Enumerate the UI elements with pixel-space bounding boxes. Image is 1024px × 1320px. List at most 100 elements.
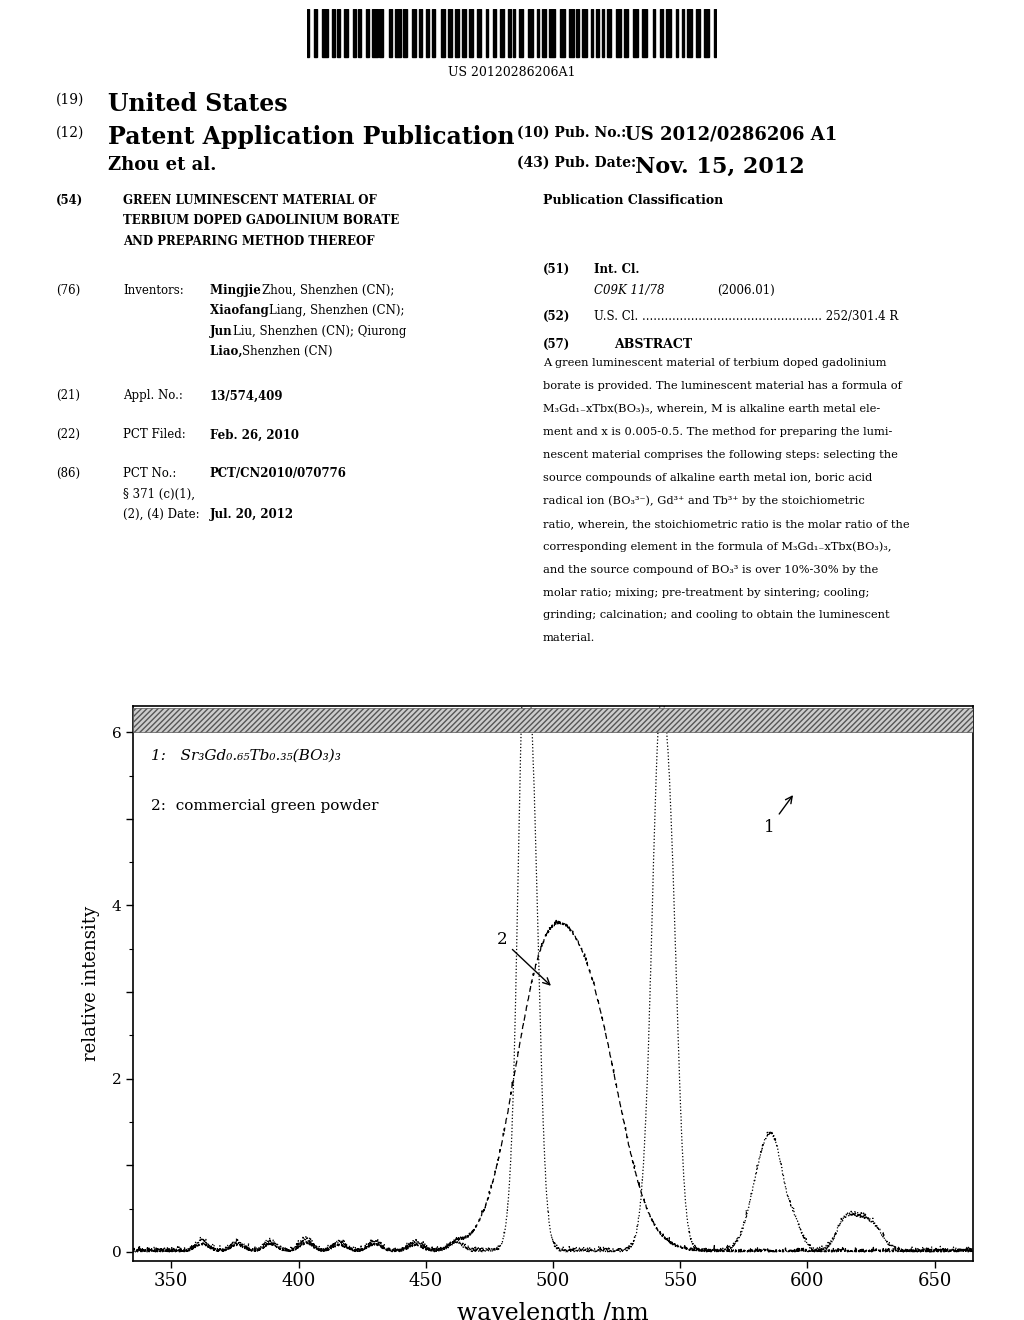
Bar	[560, 9, 565, 57]
Bar	[500, 9, 504, 57]
Bar	[455, 9, 459, 57]
Text: C09K 11/78: C09K 11/78	[594, 284, 665, 297]
Bar	[538, 9, 540, 57]
Text: (76): (76)	[56, 284, 81, 297]
Bar	[543, 9, 547, 57]
Text: Nov. 15, 2012: Nov. 15, 2012	[635, 156, 805, 178]
Text: Feb. 26, 2010: Feb. 26, 2010	[210, 429, 299, 441]
Text: (2006.01): (2006.01)	[717, 284, 774, 297]
Text: 2:  commercial green powder: 2: commercial green powder	[151, 799, 379, 813]
Text: nescent material comprises the following steps: selecting the: nescent material comprises the following…	[543, 450, 898, 461]
Bar	[485, 9, 488, 57]
Bar	[337, 9, 340, 57]
Bar	[358, 9, 360, 57]
Text: 1: 1	[764, 796, 793, 836]
Text: (86): (86)	[56, 467, 81, 480]
Bar	[133, 708, 973, 733]
Bar	[602, 9, 604, 57]
Text: Patent Application Publication: Patent Application Publication	[108, 125, 514, 149]
Text: source compounds of alkaline earth metal ion, boric acid: source compounds of alkaline earth metal…	[543, 473, 872, 483]
Bar	[314, 9, 317, 57]
Bar	[372, 9, 378, 57]
Text: radical ion (BO₃³⁻), Gd³⁺ and Tb³⁺ by the stoichiometric: radical ion (BO₃³⁻), Gd³⁺ and Tb³⁺ by th…	[543, 496, 864, 507]
Bar	[403, 9, 407, 57]
Text: Xiaofang: Xiaofang	[210, 305, 272, 317]
Bar	[395, 9, 400, 57]
Text: (54): (54)	[56, 194, 84, 207]
Bar	[519, 9, 523, 57]
Text: Inventors:: Inventors:	[123, 284, 183, 297]
Text: AND PREPARING METHOD THEREOF: AND PREPARING METHOD THEREOF	[123, 235, 375, 248]
Text: U.S. Cl. ................................................ 252/301.4 R: U.S. Cl. ...............................…	[594, 310, 898, 322]
Bar	[591, 9, 593, 57]
Text: corresponding element in the formula of M₃Gd₁₋xTbx(BO₃)₃,: corresponding element in the formula of …	[543, 541, 891, 552]
Text: (51): (51)	[543, 263, 570, 276]
Bar	[508, 9, 511, 57]
Bar	[705, 9, 710, 57]
Bar	[615, 9, 621, 57]
Text: ABSTRACT: ABSTRACT	[614, 338, 692, 351]
Bar	[667, 9, 671, 57]
Text: (12): (12)	[56, 125, 85, 140]
Text: (21): (21)	[56, 389, 80, 403]
Text: borate is provided. The luminescent material has a formula of: borate is provided. The luminescent mate…	[543, 381, 901, 391]
Text: molar ratio; mixing; pre-treatment by sintering; cooling;: molar ratio; mixing; pre-treatment by si…	[543, 587, 869, 598]
Bar	[568, 9, 573, 57]
Text: US 20120286206A1: US 20120286206A1	[449, 66, 575, 79]
Bar	[513, 9, 515, 57]
Text: Liao,: Liao,	[210, 346, 247, 358]
Bar	[380, 9, 384, 57]
Text: Jul. 20, 2012: Jul. 20, 2012	[210, 508, 294, 521]
Text: 1:   Sr₃Gd₀.₆₅Tb₀.₃₅(BO₃)₃: 1: Sr₃Gd₀.₆₅Tb₀.₃₅(BO₃)₃	[151, 748, 341, 763]
Text: ratio, wherein, the stoichiometric ratio is the molar ratio of the: ratio, wherein, the stoichiometric ratio…	[543, 519, 909, 529]
Text: TERBIUM DOPED GADOLINIUM BORATE: TERBIUM DOPED GADOLINIUM BORATE	[123, 214, 399, 227]
Bar	[642, 9, 647, 57]
Bar	[607, 9, 611, 57]
Bar	[469, 9, 473, 57]
Bar	[432, 9, 435, 57]
Text: GREEN LUMINESCENT MATERIAL OF: GREEN LUMINESCENT MATERIAL OF	[123, 194, 377, 207]
Text: 13/574,409: 13/574,409	[210, 389, 284, 403]
Text: (43) Pub. Date:: (43) Pub. Date:	[517, 156, 636, 170]
Bar	[653, 9, 654, 57]
Bar	[583, 9, 587, 57]
Bar	[625, 9, 628, 57]
Text: PCT No.:: PCT No.:	[123, 467, 176, 480]
Text: Appl. No.:: Appl. No.:	[123, 389, 182, 403]
Bar	[549, 9, 555, 57]
Text: Zhou et al.: Zhou et al.	[108, 156, 216, 174]
Text: and the source compound of BO₃³ is over 10%-30% by the: and the source compound of BO₃³ is over …	[543, 565, 878, 574]
Text: Liang, Shenzhen (CN);: Liang, Shenzhen (CN);	[269, 305, 404, 317]
Text: (2), (4) Date:: (2), (4) Date:	[123, 508, 200, 521]
Y-axis label: relative intensity: relative intensity	[83, 906, 100, 1061]
Bar	[307, 9, 309, 57]
Text: ment and x is 0.005-0.5. The method for preparing the lumi-: ment and x is 0.005-0.5. The method for …	[543, 428, 892, 437]
Text: (19): (19)	[56, 92, 85, 107]
Text: Shenzhen (CN): Shenzhen (CN)	[242, 346, 332, 358]
Text: 2: 2	[497, 932, 550, 985]
X-axis label: wavelength /nm: wavelength /nm	[457, 1302, 649, 1320]
Bar	[687, 9, 692, 57]
Bar	[714, 9, 716, 57]
Text: (57): (57)	[543, 338, 570, 351]
Bar	[633, 9, 638, 57]
Bar	[462, 9, 466, 57]
Bar	[440, 9, 445, 57]
Bar	[682, 9, 684, 57]
Bar	[344, 9, 348, 57]
Bar	[332, 9, 335, 57]
Bar	[389, 9, 391, 57]
Bar	[527, 9, 534, 57]
Bar	[449, 9, 453, 57]
Text: (52): (52)	[543, 310, 570, 322]
Bar	[412, 9, 416, 57]
Bar	[676, 9, 678, 57]
Bar	[659, 9, 663, 57]
Text: Publication Classification: Publication Classification	[543, 194, 723, 207]
Bar	[353, 9, 356, 57]
Text: United States: United States	[108, 92, 287, 116]
Text: Liu, Shenzhen (CN); Qiurong: Liu, Shenzhen (CN); Qiurong	[233, 325, 407, 338]
Text: Zhou, Shenzhen (CN);: Zhou, Shenzhen (CN);	[262, 284, 394, 297]
Text: Int. Cl.: Int. Cl.	[594, 263, 639, 276]
Text: Jun: Jun	[210, 325, 237, 338]
